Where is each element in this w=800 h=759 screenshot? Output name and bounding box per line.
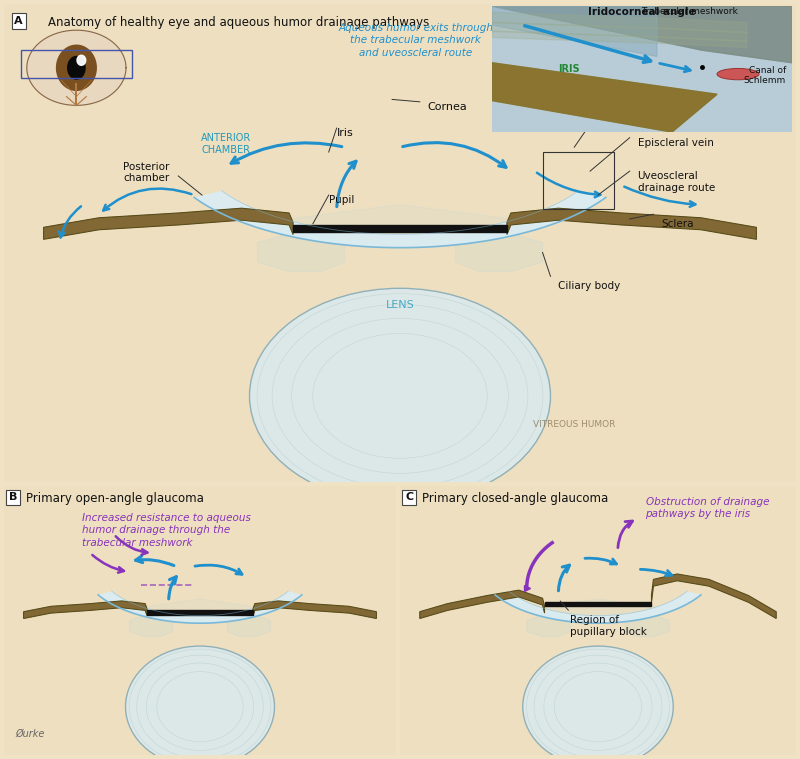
Polygon shape: [253, 601, 376, 619]
Text: Increased resistance to aqueous
humor drainage through the
trabecular meshwork: Increased resistance to aqueous humor dr…: [82, 513, 251, 547]
Text: Episcleral vein: Episcleral vein: [638, 137, 714, 148]
Polygon shape: [420, 591, 545, 619]
Polygon shape: [258, 233, 345, 272]
Polygon shape: [492, 63, 717, 132]
Polygon shape: [293, 225, 507, 232]
Text: ANTERIOR
CHAMBER: ANTERIOR CHAMBER: [201, 133, 251, 155]
Polygon shape: [24, 601, 147, 619]
Polygon shape: [4, 486, 396, 755]
Polygon shape: [253, 601, 376, 619]
Polygon shape: [492, 6, 792, 132]
Text: Primary open-angle glaucoma: Primary open-angle glaucoma: [26, 493, 203, 505]
Bar: [542, 152, 614, 209]
Polygon shape: [492, 6, 792, 63]
Text: C: C: [405, 493, 414, 502]
Text: B: B: [9, 493, 18, 502]
Polygon shape: [43, 208, 293, 239]
Polygon shape: [68, 56, 85, 79]
Text: Obstruction of drainage
pathways by the iris: Obstruction of drainage pathways by the …: [646, 496, 769, 519]
Polygon shape: [43, 208, 293, 239]
Polygon shape: [194, 191, 606, 247]
Polygon shape: [24, 601, 147, 619]
Text: IRIS: IRIS: [558, 64, 580, 74]
Polygon shape: [492, 6, 792, 63]
Polygon shape: [57, 46, 96, 90]
Polygon shape: [507, 208, 757, 239]
Polygon shape: [492, 63, 717, 132]
Polygon shape: [651, 574, 776, 619]
Polygon shape: [507, 208, 757, 239]
Bar: [21, 50, 132, 78]
Text: Pupil: Pupil: [329, 195, 354, 205]
Polygon shape: [130, 615, 173, 637]
Polygon shape: [147, 610, 253, 615]
Polygon shape: [0, 650, 800, 759]
Ellipse shape: [250, 288, 550, 503]
Ellipse shape: [126, 646, 274, 759]
Text: Canal of
Schlemm: Canal of Schlemm: [744, 66, 786, 85]
Text: Sclera: Sclera: [662, 219, 694, 229]
Polygon shape: [4, 4, 796, 482]
Polygon shape: [98, 591, 302, 623]
Text: Øurke: Øurke: [16, 729, 45, 739]
Ellipse shape: [717, 68, 759, 80]
Text: Primary closed-angle glaucoma: Primary closed-angle glaucoma: [422, 493, 608, 505]
Ellipse shape: [522, 646, 674, 759]
Text: Cornea: Cornea: [428, 102, 467, 112]
Text: A: A: [14, 16, 23, 26]
Polygon shape: [77, 55, 86, 65]
Polygon shape: [492, 12, 747, 33]
Polygon shape: [227, 615, 270, 637]
Polygon shape: [492, 31, 747, 48]
Polygon shape: [27, 30, 126, 106]
Text: Trabecular meshwork: Trabecular meshwork: [642, 8, 738, 17]
Polygon shape: [651, 574, 776, 619]
Text: Uveoscleral
drainage route: Uveoscleral drainage route: [638, 171, 715, 193]
Text: Iridocorneal angle: Iridocorneal angle: [588, 8, 696, 17]
Polygon shape: [455, 233, 542, 272]
Polygon shape: [492, 6, 657, 56]
Polygon shape: [495, 591, 701, 623]
Polygon shape: [626, 615, 670, 637]
Text: Anatomy of healthy eye and aqueous humor drainage pathways: Anatomy of healthy eye and aqueous humor…: [47, 16, 429, 29]
Polygon shape: [504, 599, 692, 623]
Text: Iris: Iris: [337, 128, 354, 138]
Polygon shape: [545, 602, 651, 606]
Polygon shape: [212, 205, 588, 247]
Polygon shape: [400, 486, 796, 755]
Text: Region of
pupillary block: Region of pupillary block: [570, 615, 647, 637]
Text: LENS: LENS: [386, 300, 414, 310]
Text: Drainage through
trabecular meshwork: Drainage through trabecular meshwork: [622, 90, 733, 112]
Polygon shape: [492, 23, 747, 41]
Polygon shape: [420, 591, 545, 619]
Polygon shape: [107, 599, 293, 623]
Polygon shape: [526, 615, 570, 637]
Text: Posterior
chamber: Posterior chamber: [123, 162, 170, 183]
Text: Ciliary body: Ciliary body: [558, 281, 621, 291]
Text: Aqueous humor exits through
the trabecular meshwork
and uveoscleral route: Aqueous humor exits through the trabecul…: [338, 23, 494, 58]
Text: VITREOUS HUMOR: VITREOUS HUMOR: [533, 420, 615, 429]
